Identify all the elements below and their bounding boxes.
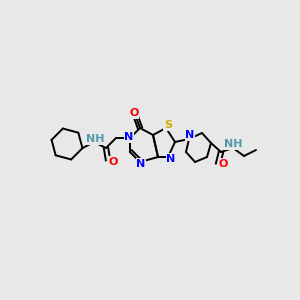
- Text: N: N: [167, 154, 176, 164]
- Text: N: N: [124, 132, 134, 142]
- Text: NH: NH: [86, 134, 104, 144]
- Text: O: O: [129, 108, 139, 118]
- Text: S: S: [164, 120, 172, 130]
- Text: O: O: [108, 157, 118, 167]
- Text: O: O: [218, 159, 228, 169]
- Text: N: N: [136, 159, 146, 169]
- Text: N: N: [185, 130, 195, 140]
- Text: NH: NH: [224, 139, 242, 149]
